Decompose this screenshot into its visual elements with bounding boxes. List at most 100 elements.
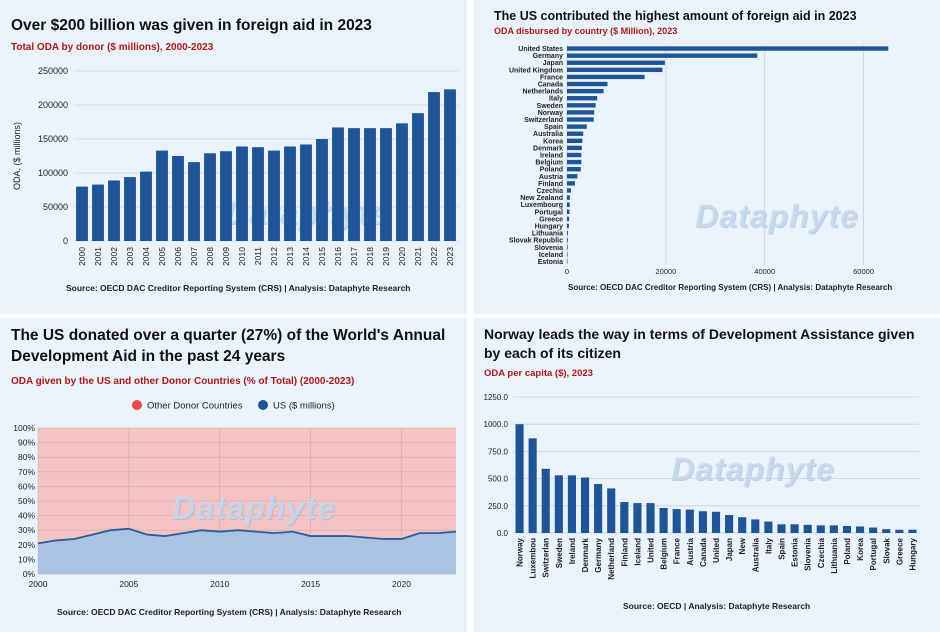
y-tick-label: Luxembourg (521, 202, 563, 209)
y-tick-label: Iceland (539, 252, 563, 259)
y-tick-label: 30% (18, 525, 35, 535)
x-tick-label: Estonia (791, 537, 800, 566)
y-tick-label: France (540, 74, 563, 81)
y-tick-label: Lithuania (532, 231, 563, 238)
x-tick-label: 2005 (157, 247, 167, 266)
legend-marker-us (258, 400, 268, 410)
bar (567, 88, 604, 94)
bar (567, 230, 568, 236)
bar (567, 145, 582, 151)
bar (567, 237, 568, 243)
x-tick-label: United (647, 538, 656, 563)
bar (816, 525, 825, 533)
bar (567, 110, 595, 115)
y-tick-label: Greece (539, 216, 563, 223)
bar (268, 150, 280, 241)
chart-panel-oda-by-country: The US contributed the highest amount of… (473, 0, 940, 314)
y-tick-label: Korea (543, 138, 563, 145)
x-tick-label: Sweden (555, 538, 564, 568)
bar (567, 223, 569, 229)
x-tick-label: Canada (699, 537, 708, 566)
bar (252, 147, 264, 241)
bar (567, 181, 575, 186)
bar (829, 525, 838, 533)
x-tick-label: Spain (777, 538, 786, 560)
legend-label-us: US ($ millions) (273, 401, 335, 412)
x-tick-label: 2011 (253, 247, 263, 266)
bar (698, 511, 707, 533)
y-tick-label: 1000.0 (484, 420, 509, 429)
x-tick-label: 2016 (333, 247, 343, 266)
legend-marker-other (132, 400, 142, 410)
y-tick-label: 20% (18, 540, 35, 550)
bar (332, 127, 344, 241)
chart-title-line1: The US donated over a quarter (27%) of t… (11, 327, 446, 344)
y-tick-label: Switzerland (524, 117, 563, 124)
bar (567, 67, 663, 73)
chart-source: Source: OECD DAC Creditor Reporting Syst… (66, 283, 411, 293)
bar (316, 139, 328, 241)
bar (869, 527, 878, 533)
y-tick-label: Sweden (537, 103, 563, 110)
x-tick-label: Slovenia (804, 537, 813, 570)
bar (567, 216, 570, 222)
x-tick-label: 2000 (29, 579, 48, 589)
x-tick-label: United (712, 538, 721, 563)
y-tick-label: Poland (540, 167, 563, 174)
y-tick-label: Germany (533, 53, 563, 60)
bar (364, 128, 376, 241)
bar (567, 188, 571, 193)
bar (284, 146, 296, 241)
x-tick-label: 2007 (189, 247, 199, 266)
y-tick-label: Czechia (537, 188, 564, 195)
y-tick-label: Slovak Republic (509, 238, 563, 245)
y-axis-label: ODA, ($ millions) (12, 122, 22, 190)
chart-title: Over $200 billion was given in foreign a… (11, 17, 372, 34)
bar (348, 128, 360, 241)
y-tick-label: 250000 (38, 66, 68, 76)
y-tick-label: Australia (533, 131, 563, 138)
bar (567, 152, 582, 158)
x-tick-label: Iceland (633, 538, 642, 566)
y-tick-label: 500.0 (488, 475, 509, 484)
bar (380, 128, 392, 241)
chart-subtitle: ODA given by the US and other Donor Coun… (11, 376, 355, 387)
x-tick-label: Slovak (882, 537, 891, 563)
bar (895, 529, 904, 533)
bar-chart-oda-per-capita: 0.0 250.0 500.0 750.0 1000.0 1250.0 Norway Luxe… (484, 393, 919, 580)
chart-source: Source: OECD | Analysis: Dataphyte Resea… (623, 601, 811, 611)
y-tick-label: 100% (13, 423, 35, 433)
x-tick-label: 2002 (109, 247, 119, 266)
chart-title: The US contributed the highest amount of… (494, 9, 857, 23)
bar (790, 524, 799, 533)
x-tick-label: 2015 (301, 579, 320, 589)
bar (172, 156, 184, 241)
chart-subtitle: Total ODA by donor ($ millions), 2000-20… (11, 42, 214, 53)
y-tick-label: New Zealand (520, 195, 563, 202)
x-tick-label: 2009 (221, 247, 231, 266)
x-tick-label: France (673, 537, 682, 564)
x-tick-label: New (738, 537, 747, 554)
x-tick-label: 60000 (853, 267, 874, 276)
bar (567, 138, 583, 144)
chart-title-line2: by each of its citizen (484, 345, 621, 361)
bar (567, 202, 570, 207)
bar (567, 81, 608, 87)
x-tick-label: Ireland (568, 538, 577, 564)
x-tick-label: 2020 (397, 247, 407, 266)
bar (444, 89, 456, 241)
x-tick-label: Denmark (581, 537, 590, 572)
bar (567, 174, 578, 179)
bar (76, 186, 88, 241)
y-tick-label: Portugal (535, 209, 563, 216)
x-tick-label: Switzerlan (542, 538, 551, 578)
y-tick-label: Denmark (533, 145, 563, 152)
x-tick-label: Luxembou (529, 538, 538, 579)
area-chart-us-share: Other Donor Countries US ($ millions) 0% 10… (13, 400, 457, 589)
bar (633, 503, 642, 533)
x-tick-label: 2014 (301, 247, 311, 266)
chart-panel-oda-per-capita: Norway leads the way in terms of Develop… (473, 318, 940, 632)
chart-title-line2: Development Aid in the past 24 years (11, 348, 286, 365)
x-tick-label: 2019 (381, 247, 391, 266)
x-tick-label: 2010 (237, 247, 247, 266)
